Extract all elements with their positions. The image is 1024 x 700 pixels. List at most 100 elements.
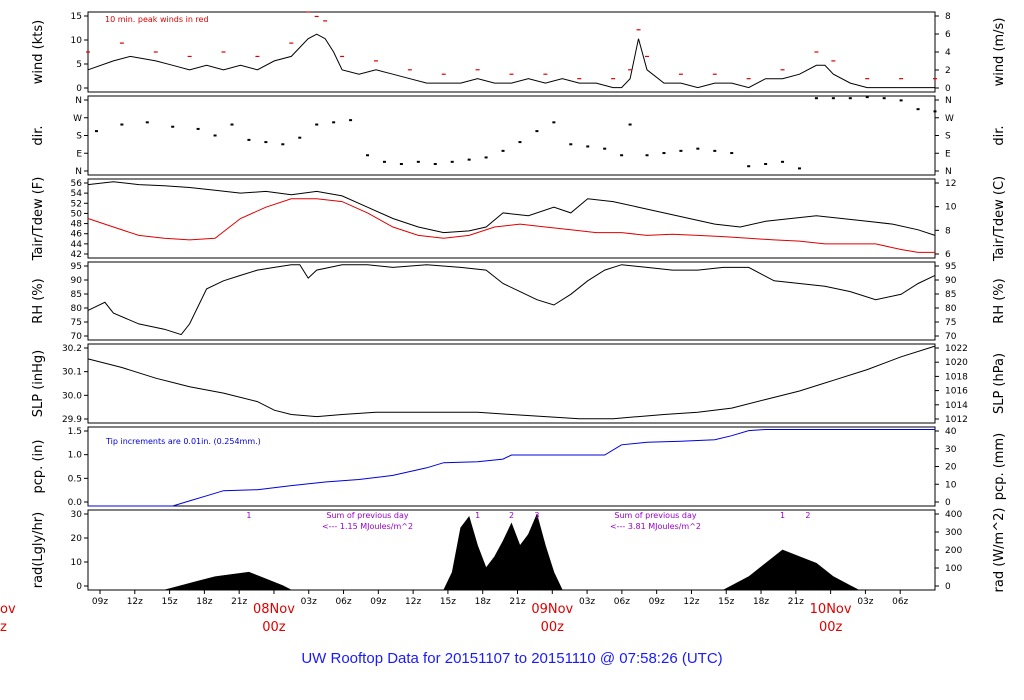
data-point-dir bbox=[213, 134, 217, 137]
ytick-label-right-rad: 300 bbox=[945, 528, 962, 538]
rad-annotation: <--- 3.81 MJoules/m^2 bbox=[610, 522, 701, 531]
ytick-label-right-wind: 6 bbox=[945, 30, 951, 40]
data-point-dir bbox=[382, 160, 386, 163]
xtick-label: 21z bbox=[509, 597, 525, 607]
data-point-dir bbox=[247, 138, 251, 141]
ytick-label-right-pcp: 10 bbox=[945, 480, 957, 490]
ytick-label-right-pcp: 40 bbox=[945, 427, 957, 437]
series-line-temp bbox=[87, 181, 936, 236]
ytick-label-left-rh: 95 bbox=[71, 262, 82, 272]
series-line-pcp bbox=[88, 429, 935, 507]
series-line-slp bbox=[87, 345, 936, 420]
ylabel-left-rad: rad(Lgly/hr) bbox=[31, 512, 46, 588]
ylabel-right-temp: Tair/Tdew (C) bbox=[992, 176, 1007, 262]
rad-annotation: Sum of previous day bbox=[614, 511, 696, 520]
data-point-dir bbox=[552, 121, 556, 124]
data-point-dir bbox=[484, 156, 488, 159]
ylabel-right-rh: RH (%) bbox=[992, 278, 1007, 323]
data-point-dir bbox=[781, 160, 785, 163]
ytick-label-left-rad: 10 bbox=[71, 558, 83, 568]
ytick-label-right-temp: 12 bbox=[945, 179, 956, 189]
ytick-label-right-rh: 75 bbox=[945, 318, 956, 328]
data-point-dir bbox=[747, 165, 751, 168]
data-point-dir bbox=[586, 145, 590, 148]
data-point-dir bbox=[899, 99, 903, 102]
chart-title: UW Rooftop Data for 20151107 to 20151110… bbox=[301, 650, 723, 667]
ylabel-left-temp: Tair/Tdew (F) bbox=[31, 177, 46, 262]
xtick-label: 06z bbox=[335, 597, 351, 607]
xtick-label: 03z bbox=[857, 597, 873, 607]
data-point-dir bbox=[120, 123, 124, 126]
xtick-label: 21z bbox=[788, 597, 804, 607]
ytick-label-right-wind: 8 bbox=[945, 12, 951, 22]
data-point-dir bbox=[535, 130, 539, 133]
data-point-dir bbox=[831, 97, 835, 100]
xtick-label: 03z bbox=[579, 597, 595, 607]
xtick-label: 03z bbox=[301, 597, 317, 607]
ytick-label-left-pcp: 0.5 bbox=[68, 474, 82, 484]
ytick-label-right-slp: 1016 bbox=[945, 387, 968, 397]
data-point-dir bbox=[416, 160, 420, 163]
ytick-label-right-pcp: 20 bbox=[945, 463, 957, 473]
ytick-label-right-slp: 1014 bbox=[945, 401, 968, 411]
xtick-label: 06z bbox=[614, 597, 630, 607]
rad-annotation: <--- 1.15 MJoules/m^2 bbox=[322, 522, 413, 531]
ytick-label-left-slp: 30.0 bbox=[62, 391, 82, 401]
ytick-label-left-rh: 85 bbox=[71, 290, 82, 300]
ytick-label-left-rad: 20 bbox=[71, 534, 83, 544]
xtick-label: 09z bbox=[370, 597, 386, 607]
data-point-dir bbox=[814, 97, 818, 100]
ytick-label-left-pcp: 1.5 bbox=[68, 427, 82, 437]
ytick-label-left-temp: 52 bbox=[71, 199, 82, 209]
data-point-dir bbox=[171, 125, 175, 128]
rad-annotation: 1 bbox=[475, 511, 480, 520]
ytick-label-left-pcp: 1.0 bbox=[68, 451, 83, 461]
ytick-label-right-rad: 100 bbox=[945, 564, 962, 574]
data-point-dir bbox=[94, 130, 98, 133]
ytick-label-left-wind: 15 bbox=[71, 12, 82, 22]
xtick-day-label: 10Nov bbox=[810, 602, 852, 617]
ytick-label-left-dir: E bbox=[76, 149, 82, 159]
rad-annotation: 3 bbox=[534, 511, 539, 520]
xtick-label: 09z bbox=[649, 597, 665, 607]
ytick-label-right-temp: 10 bbox=[945, 203, 957, 213]
xtick-day-label-cut: ov bbox=[0, 602, 16, 617]
data-point-dir bbox=[645, 154, 649, 157]
ylabel-right-wind: wind (m/s) bbox=[992, 18, 1007, 87]
data-point-dir bbox=[797, 167, 801, 170]
data-point-dir bbox=[916, 108, 920, 111]
area-rad bbox=[88, 513, 935, 591]
ylabel-right-pcp: pcp. (mm) bbox=[992, 433, 1007, 500]
ytick-label-left-temp: 44 bbox=[71, 240, 83, 250]
xtick-label: 21z bbox=[231, 597, 247, 607]
xtick-label: 15z bbox=[440, 597, 456, 607]
panel-frame-temp bbox=[87, 178, 936, 259]
ytick-label-right-rad: 0 bbox=[945, 582, 951, 592]
xtick-day-time: 00z bbox=[262, 620, 286, 635]
data-point-dir bbox=[145, 121, 149, 124]
ytick-label-right-dir: W bbox=[945, 114, 954, 124]
ytick-label-left-pcp: 0.0 bbox=[68, 498, 83, 508]
xtick-day-time-cut: z bbox=[0, 620, 7, 635]
data-point-dir bbox=[882, 97, 886, 100]
data-point-dir bbox=[315, 123, 319, 126]
series-line-temp bbox=[87, 198, 935, 253]
xtick-label: 18z bbox=[753, 597, 769, 607]
data-point-dir bbox=[332, 121, 336, 124]
ytick-label-left-wind: 10 bbox=[71, 36, 83, 46]
data-point-dir bbox=[933, 110, 937, 113]
rad-annotation: 2 bbox=[805, 511, 810, 520]
rad-annotation: Sum of previous day bbox=[326, 511, 408, 520]
ylabel-left-pcp: pcp. (in) bbox=[31, 440, 46, 494]
data-point-dir bbox=[620, 154, 624, 157]
ytick-label-left-temp: 50 bbox=[71, 209, 83, 219]
rad-annotation: 1 bbox=[246, 511, 251, 520]
xtick-label: 12z bbox=[127, 597, 143, 607]
ytick-label-left-dir: W bbox=[73, 114, 82, 124]
ytick-label-right-slp: 1018 bbox=[945, 372, 968, 382]
xtick-day-label: 08Nov bbox=[253, 602, 295, 617]
ytick-label-left-rad: 30 bbox=[71, 510, 83, 520]
ytick-label-right-rh: 70 bbox=[945, 332, 957, 342]
data-point-dir bbox=[349, 119, 353, 122]
xtick-label: 12z bbox=[405, 597, 421, 607]
